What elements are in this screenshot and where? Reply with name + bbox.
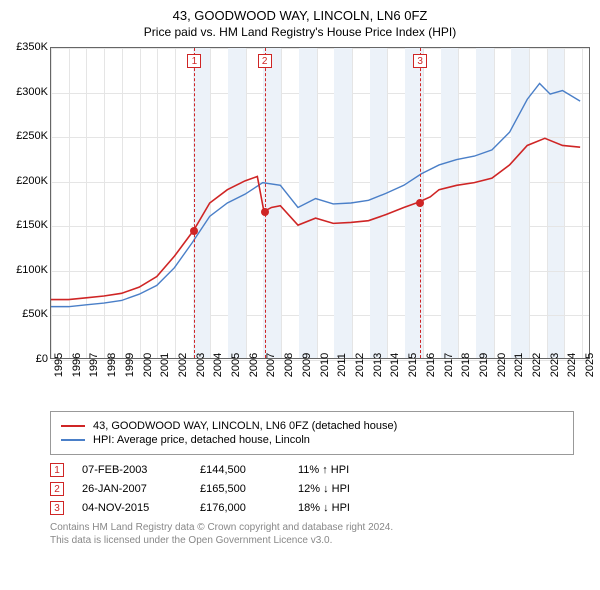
event-delta: 12% ↓ HPI (298, 483, 350, 495)
event-price: £144,500 (200, 464, 280, 476)
event-marker-box: 1 (187, 54, 201, 68)
legend-row: 43, GOODWOOD WAY, LINCOLN, LN6 0FZ (deta… (61, 420, 563, 432)
event-row: 3 04-NOV-2015 £176,000 18% ↓ HPI (50, 501, 574, 515)
event-number-box: 1 (50, 463, 64, 477)
line-series (51, 48, 589, 358)
chart-title: 43, GOODWOOD WAY, LINCOLN, LN6 0FZ (6, 8, 594, 23)
event-date: 04-NOV-2015 (82, 502, 182, 514)
footer-attribution: Contains HM Land Registry data © Crown c… (50, 521, 574, 547)
legend-label: HPI: Average price, detached house, Linc… (93, 434, 310, 446)
event-marker-box: 3 (413, 54, 427, 68)
event-marker-dot (416, 199, 424, 207)
series-price_paid (51, 138, 580, 299)
legend-row: HPI: Average price, detached house, Linc… (61, 434, 563, 446)
event-price: £165,500 (200, 483, 280, 495)
legend-swatch (61, 439, 85, 441)
y-tick-label: £250K (16, 130, 48, 142)
event-price: £176,000 (200, 502, 280, 514)
chart-area: £0£50K£100K£150K£200K£250K£300K£350K 123… (6, 47, 594, 407)
event-delta: 18% ↓ HPI (298, 502, 350, 514)
event-row: 1 07-FEB-2003 £144,500 11% ↑ HPI (50, 463, 574, 477)
y-tick-label: £200K (16, 175, 48, 187)
y-tick-label: £150K (16, 219, 48, 231)
legend-swatch (61, 425, 85, 427)
event-marker-line (265, 48, 266, 358)
event-number-box: 2 (50, 482, 64, 496)
event-date: 26-JAN-2007 (82, 483, 182, 495)
legend-label: 43, GOODWOOD WAY, LINCOLN, LN6 0FZ (deta… (93, 420, 397, 432)
event-number-box: 3 (50, 501, 64, 515)
y-axis-labels: £0£50K£100K£150K£200K£250K£300K£350K (6, 47, 50, 359)
footer-line2: This data is licensed under the Open Gov… (50, 534, 574, 547)
y-tick-label: £300K (16, 86, 48, 98)
y-tick-label: £100K (16, 264, 48, 276)
event-delta: 11% ↑ HPI (298, 464, 349, 476)
y-tick-label: £0 (36, 353, 48, 365)
event-marker-box: 2 (258, 54, 272, 68)
event-date: 07-FEB-2003 (82, 464, 182, 476)
event-marker-dot (261, 208, 269, 216)
x-tick-label: 2025 (584, 353, 600, 377)
legend: 43, GOODWOOD WAY, LINCOLN, LN6 0FZ (deta… (50, 411, 574, 455)
footer-line1: Contains HM Land Registry data © Crown c… (50, 521, 574, 534)
event-marker-dot (190, 227, 198, 235)
x-axis-labels: 1995199619971998199920002001200220032004… (50, 361, 590, 405)
chart-subtitle: Price paid vs. HM Land Registry's House … (6, 25, 594, 39)
y-tick-label: £350K (16, 41, 48, 53)
y-tick-label: £50K (22, 308, 48, 320)
series-hpi (51, 83, 580, 306)
plot-area: 1 2 3 (50, 47, 590, 359)
event-row: 2 26-JAN-2007 £165,500 12% ↓ HPI (50, 482, 574, 496)
event-marker-line (194, 48, 195, 358)
events-table: 1 07-FEB-2003 £144,500 11% ↑ HPI 2 26-JAN-200… (50, 463, 574, 515)
